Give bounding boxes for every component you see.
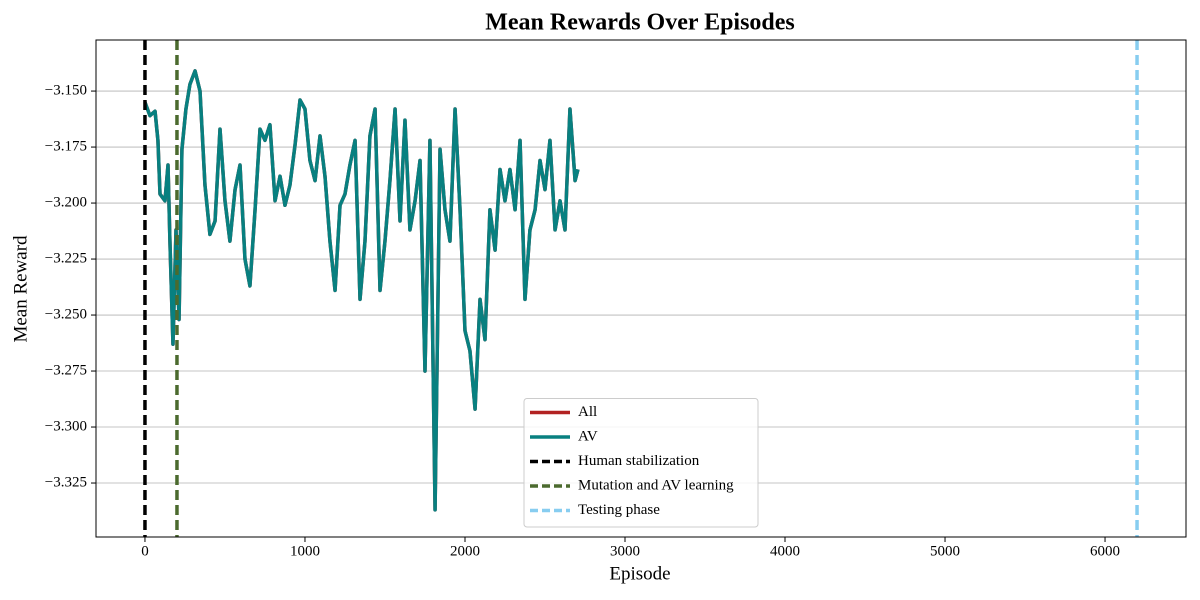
legend-label: Testing phase <box>578 502 660 518</box>
legend-label: AV <box>578 428 598 444</box>
x-tick-label: 3000 <box>610 543 640 559</box>
x-axis-label: Episode <box>609 563 670 584</box>
y-tick-label: −3.300 <box>45 418 87 434</box>
y-tick-label: −3.150 <box>45 83 87 99</box>
x-tick-label: 5000 <box>930 543 960 559</box>
plot-frame <box>95 39 1187 538</box>
x-tick-label: 2000 <box>450 543 480 559</box>
y-tick-label: −3.275 <box>45 362 87 378</box>
y-tick-label: −3.325 <box>45 474 87 490</box>
y-tick-label: −3.225 <box>45 250 87 266</box>
chart-title: Mean Rewards Over Episodes <box>485 10 795 36</box>
y-axis-label: Mean Reward <box>10 235 31 343</box>
y-tick-label: −3.200 <box>45 194 87 210</box>
legend-label: All <box>578 404 597 420</box>
legend: All AV Human stabilization Mutation and AV … <box>523 398 759 528</box>
y-tick-label: −3.175 <box>45 138 87 154</box>
line-series <box>143 69 580 512</box>
legend-box <box>523 398 759 528</box>
legend-label: Mutation and AV learning <box>578 477 734 493</box>
x-tick-label: 1000 <box>290 543 320 559</box>
legend-label: Human stabilization <box>578 453 700 469</box>
x-tick-label: 4000 <box>770 543 800 559</box>
x-tick-label: 6000 <box>1090 543 1120 559</box>
x-tick-label: 0 <box>141 543 149 559</box>
y-tick-label: −3.250 <box>45 306 87 322</box>
